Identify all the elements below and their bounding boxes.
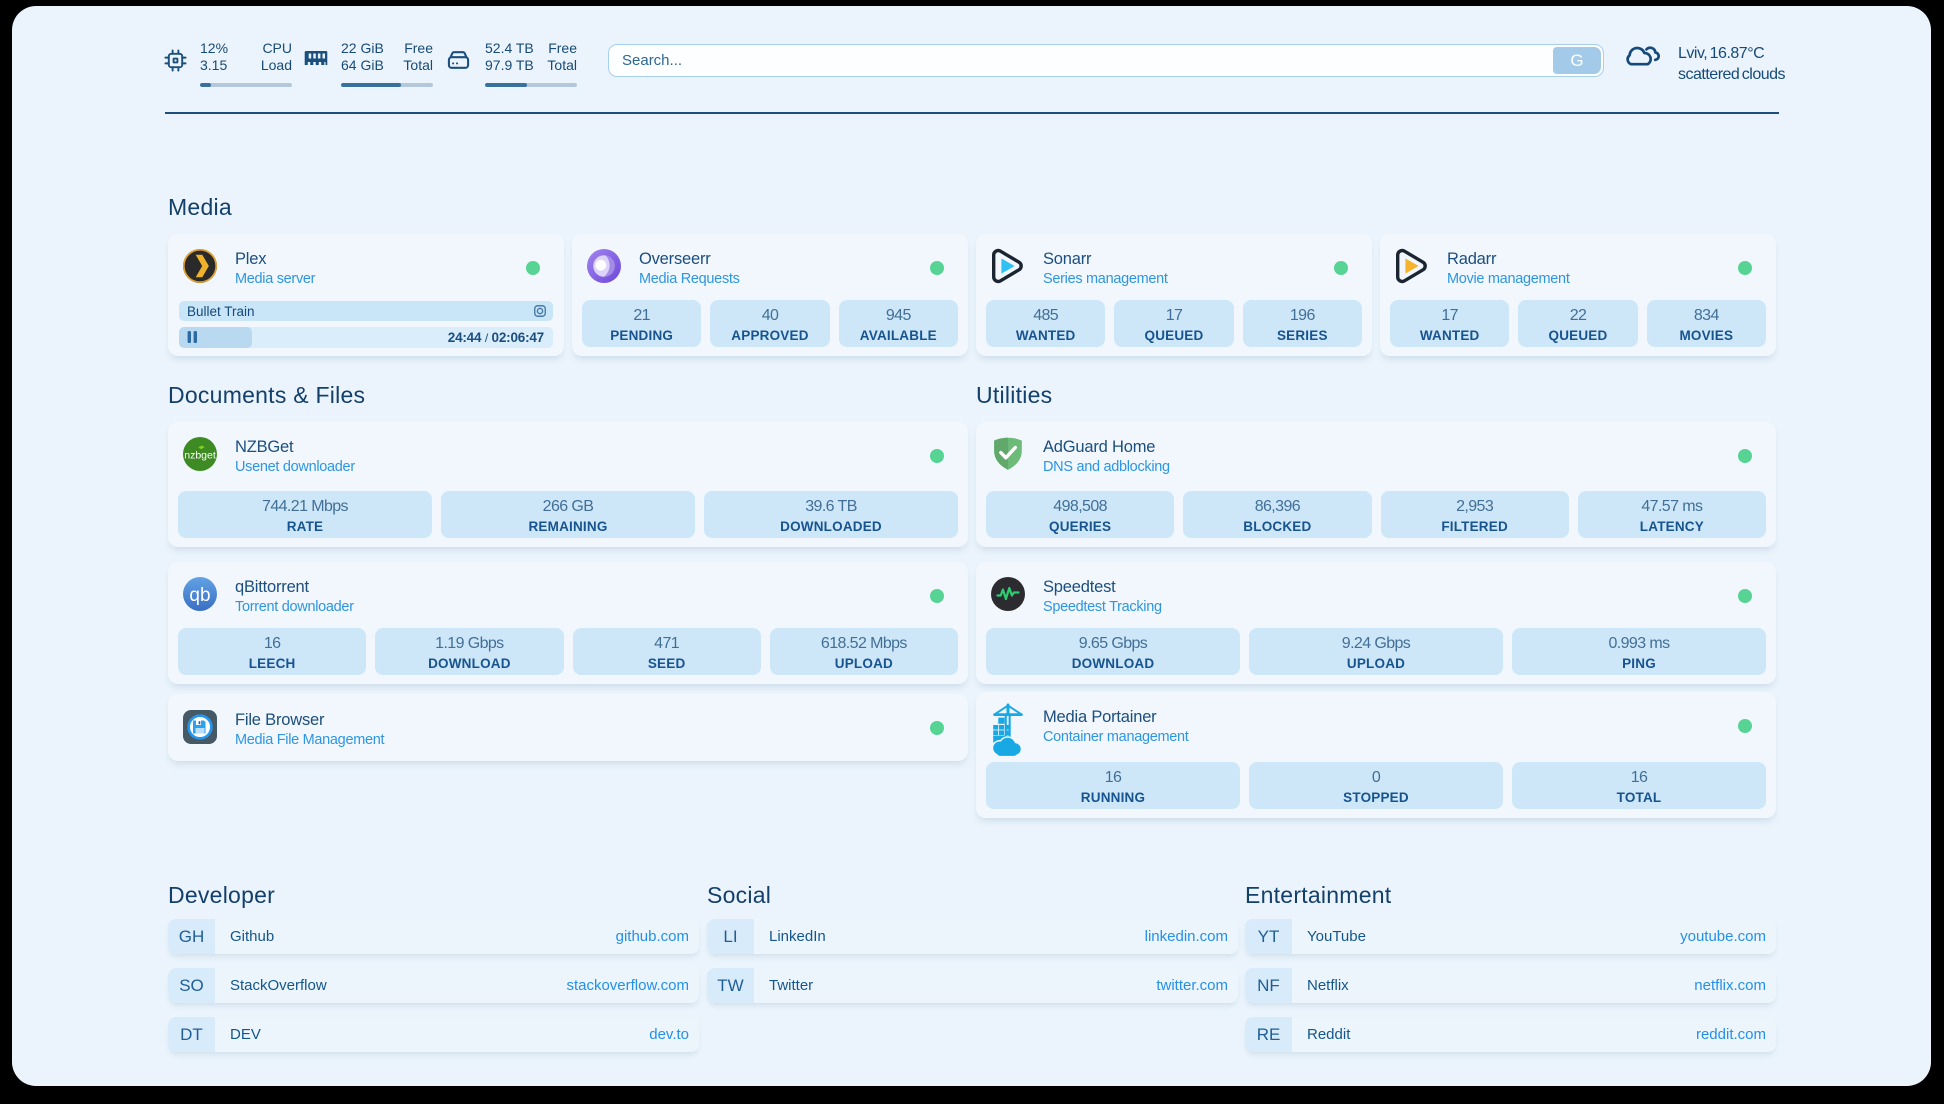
svg-text:qb: qb xyxy=(189,585,210,606)
svg-text:nzbget: nzbget xyxy=(184,450,216,462)
